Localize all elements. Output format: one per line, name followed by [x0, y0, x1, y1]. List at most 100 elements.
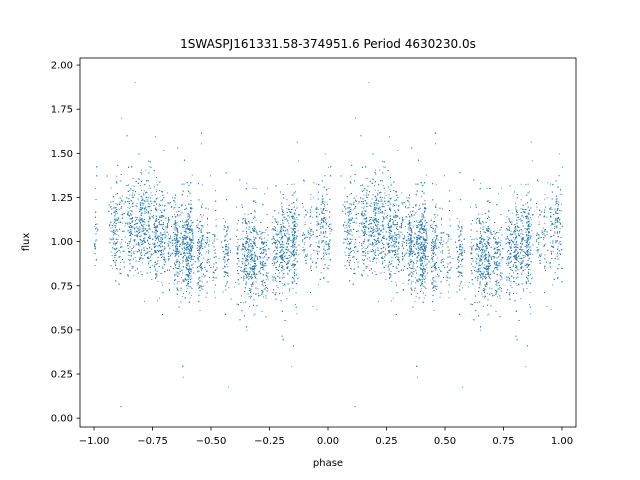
data-point	[197, 223, 199, 225]
data-point	[262, 285, 264, 287]
data-point	[246, 182, 248, 184]
data-point	[140, 236, 142, 237]
data-point	[516, 259, 518, 260]
data-point	[254, 263, 255, 264]
data-point	[179, 263, 181, 264]
data-point	[282, 255, 284, 257]
data-point	[387, 266, 389, 268]
data-point	[525, 246, 527, 248]
data-point	[199, 310, 201, 311]
data-point	[432, 227, 434, 229]
data-point	[160, 210, 161, 212]
data-point	[499, 263, 501, 264]
data-point	[116, 229, 118, 230]
data-point	[348, 241, 349, 243]
data-point	[516, 222, 518, 224]
data-point	[481, 242, 483, 244]
data-point	[509, 243, 511, 245]
data-point	[290, 208, 292, 210]
data-point	[509, 233, 511, 235]
data-point	[346, 242, 348, 244]
data-point	[297, 224, 299, 226]
data-point	[154, 268, 156, 270]
data-point	[395, 216, 396, 218]
data-point	[368, 257, 370, 259]
data-point	[202, 236, 203, 238]
data-point	[555, 210, 557, 212]
data-point	[482, 278, 484, 280]
data-point	[142, 220, 144, 222]
data-point	[418, 243, 420, 244]
data-point	[426, 242, 428, 244]
data-point	[245, 258, 247, 259]
data-point	[478, 247, 479, 248]
data-point	[140, 185, 141, 187]
data-point	[371, 229, 373, 231]
data-point	[527, 281, 529, 282]
data-point	[275, 243, 277, 245]
data-point	[286, 249, 288, 251]
data-point	[213, 234, 215, 235]
data-point	[506, 216, 508, 218]
data-point	[514, 281, 515, 282]
data-point	[476, 239, 478, 240]
data-point	[236, 223, 238, 225]
data-point	[416, 279, 418, 281]
data-point	[244, 276, 246, 278]
data-point	[181, 247, 183, 249]
data-point	[560, 210, 562, 212]
data-point	[253, 236, 254, 238]
data-point	[209, 240, 211, 242]
data-point	[206, 251, 208, 253]
data-point	[272, 259, 274, 261]
data-point	[143, 190, 145, 192]
data-point	[304, 249, 306, 251]
data-point	[421, 195, 422, 197]
data-point	[424, 210, 426, 212]
data-point	[488, 266, 489, 268]
data-point	[177, 249, 179, 250]
data-point	[117, 212, 118, 214]
data-point	[287, 265, 289, 267]
data-point	[293, 218, 295, 220]
data-point	[364, 225, 366, 227]
data-point	[462, 255, 464, 257]
data-point	[403, 219, 405, 221]
data-point	[167, 192, 169, 194]
data-point	[488, 211, 490, 213]
data-point	[490, 265, 491, 267]
data-point	[203, 276, 205, 278]
data-point	[543, 230, 545, 232]
data-point	[154, 252, 156, 254]
data-point	[250, 260, 252, 262]
data-point	[412, 281, 414, 283]
data-point	[255, 219, 257, 221]
data-point	[391, 246, 393, 248]
data-point	[94, 188, 96, 189]
data-point	[368, 82, 370, 84]
data-point	[265, 274, 267, 276]
data-point	[374, 221, 375, 223]
data-point	[156, 210, 158, 212]
data-point	[344, 227, 346, 229]
data-point	[275, 218, 277, 220]
data-point	[189, 277, 191, 279]
data-point	[401, 243, 403, 245]
data-point	[415, 282, 416, 284]
data-point	[419, 204, 420, 206]
data-point	[512, 237, 514, 239]
data-point	[515, 238, 517, 240]
data-point	[118, 209, 120, 211]
data-point	[403, 237, 405, 239]
data-point	[420, 256, 421, 258]
data-point	[161, 236, 163, 238]
data-point	[495, 265, 497, 266]
data-point	[462, 287, 463, 289]
data-point	[148, 160, 149, 162]
data-point	[447, 249, 449, 251]
data-point	[479, 257, 480, 259]
data-point	[149, 185, 150, 187]
data-point	[281, 254, 283, 255]
data-point	[362, 259, 363, 260]
data-point	[505, 229, 507, 231]
